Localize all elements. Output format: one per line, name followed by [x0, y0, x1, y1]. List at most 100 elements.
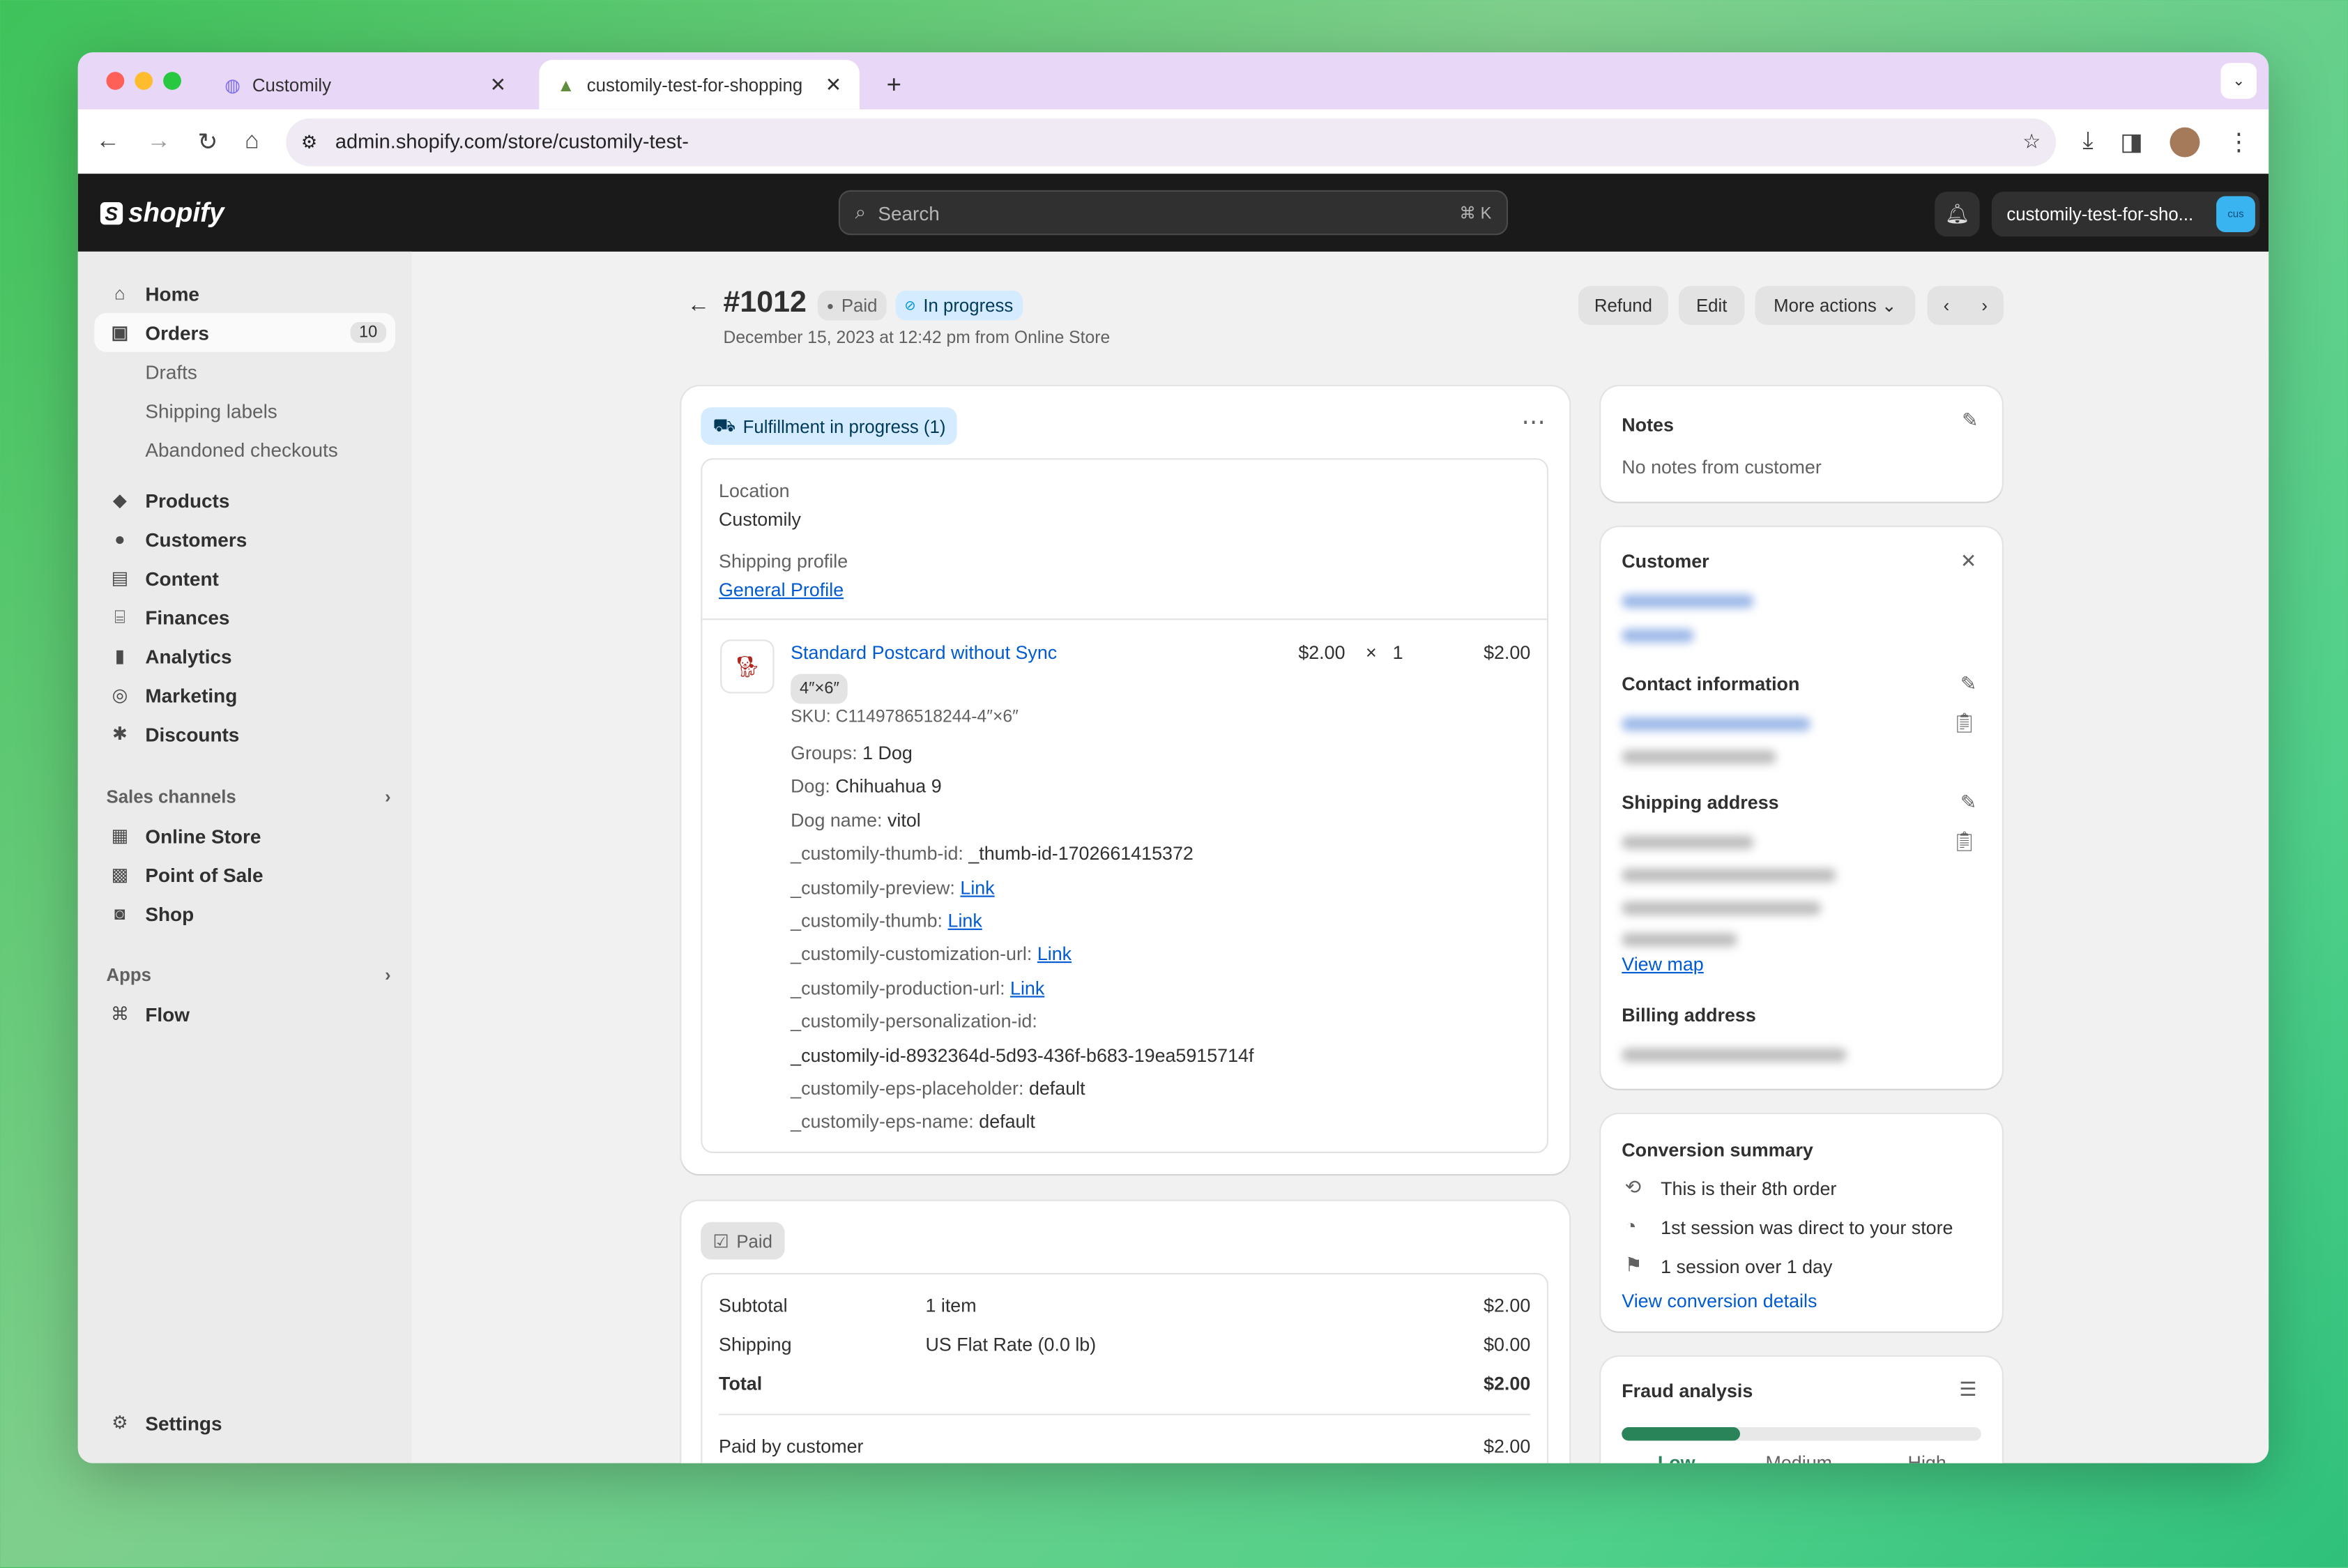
sidebar-item-home[interactable]: ⌂ Home: [94, 274, 395, 313]
sidebar-item-online-store[interactable]: ▦ Online Store: [94, 816, 395, 855]
divider: [702, 618, 1547, 621]
shipping-address-title: Shipping address: [1622, 792, 1779, 814]
sidebar-item-shop[interactable]: ◙ Shop: [94, 894, 395, 933]
tab-search-button[interactable]: ⌄: [2220, 63, 2257, 99]
tab-bar: ◍ Customily ✕ ▲ customily-test-for-shopping…: [77, 52, 2269, 109]
shipping-profile-link[interactable]: General Profile: [719, 579, 844, 601]
conversion-item: 1st session was direct to your store: [1661, 1217, 1953, 1239]
property-row: Groups: 1 Dog: [791, 743, 913, 763]
fraud-risk-fill: [1622, 1427, 1741, 1441]
shop-icon: ◙: [114, 903, 125, 924]
conversion-item: 1 session over 1 day: [1661, 1256, 1833, 1278]
close-icon[interactable]: ✕: [1960, 549, 1977, 572]
bookmark-star-icon[interactable]: ☆: [2022, 129, 2041, 153]
clipboard-icon[interactable]: 📋︎: [1951, 829, 1977, 853]
conversion-title: Conversion summary: [1622, 1139, 1813, 1161]
maximize-window-button[interactable]: [163, 72, 181, 90]
property-link[interactable]: Link: [960, 876, 995, 898]
sidebar-item-discounts[interactable]: ✱ Discounts: [94, 715, 395, 754]
sidebar-item-analytics[interactable]: ▮ Analytics: [94, 637, 395, 676]
property-link[interactable]: Link: [947, 910, 982, 932]
property-value: vitol: [887, 809, 921, 831]
forward-icon[interactable]: →: [146, 128, 171, 154]
sidebar-item-orders[interactable]: ▣ Orders 10: [94, 312, 396, 352]
sidebar-item-point-of-sale[interactable]: ▩ Point of Sale: [94, 855, 395, 895]
back-icon[interactable]: ←: [96, 128, 120, 154]
property-link[interactable]: Link: [1037, 944, 1072, 966]
customer-name-redacted[interactable]: [1622, 594, 1754, 609]
sidebar-item-products[interactable]: ◆ Products: [94, 481, 395, 520]
sidebar-item-finances[interactable]: ⌸ Finances: [94, 597, 395, 637]
tab-shopify[interactable]: ▲ customily-test-for-shopping ✕: [539, 59, 860, 109]
property-key: _customily-thumb-id:: [791, 843, 963, 865]
sidebar-item-shipping-labels[interactable]: Shipping labels: [145, 399, 277, 422]
notifications-button[interactable]: 🔔︎: [1935, 191, 1980, 237]
view-conversion-details-link[interactable]: View conversion details: [1622, 1291, 1817, 1312]
next-order-icon[interactable]: ›: [1981, 295, 1988, 317]
sidebar-item-marketing[interactable]: ◎ Marketing: [94, 676, 395, 715]
pencil-icon[interactable]: ✎: [1962, 409, 1979, 432]
reload-icon[interactable]: ↻: [197, 129, 218, 155]
sidepanel-icon[interactable]: ◨: [2120, 129, 2143, 155]
property-key: _customily-personalization-id:: [791, 1011, 1037, 1033]
pencil-icon[interactable]: ✎: [1960, 672, 1977, 695]
paid-by-label: Paid by customer: [719, 1436, 864, 1458]
sidebar-item-drafts[interactable]: Drafts: [145, 360, 197, 383]
location-label: Location: [719, 480, 790, 502]
orders-count-badge: 10: [350, 321, 387, 343]
product-title-link[interactable]: Standard Postcard without Sync: [791, 642, 1058, 664]
risk-medium-label: Medium: [1765, 1453, 1832, 1463]
close-window-button[interactable]: [106, 72, 125, 90]
sidebar-item-flow[interactable]: ⌘ Flow: [94, 994, 395, 1033]
close-tab-icon[interactable]: ✕: [825, 73, 842, 96]
sales-channels-header[interactable]: Sales channels ›: [107, 786, 391, 807]
clipboard-icon[interactable]: 📋︎: [1951, 711, 1977, 734]
shopify-bag-icon: S: [100, 201, 123, 224]
download-icon[interactable]: ⤓: [2082, 128, 2094, 154]
label: Marketing: [145, 683, 238, 706]
more-actions-button[interactable]: More actions ⌄: [1755, 286, 1916, 326]
apps-header[interactable]: Apps ›: [107, 964, 391, 985]
shopify-favicon-icon: ▲: [557, 74, 575, 96]
order-date: December 15, 2023 at 12:42 pm from Onlin…: [723, 329, 1111, 348]
sidebar-item-content[interactable]: ▤ Content: [94, 558, 395, 597]
store-menu-button[interactable]: customily-test-for-sho... cus: [1991, 191, 2260, 237]
property-key: _customily-eps-name:: [791, 1111, 974, 1133]
customer-orders-redacted[interactable]: [1622, 629, 1694, 643]
sidebar: ⌂ Home ▣ Orders 10 Drafts Shipping labels A…: [77, 251, 412, 1463]
minimize-window-button[interactable]: [135, 72, 153, 90]
list-icon[interactable]: ☰: [1959, 1378, 1977, 1401]
label: Online Store: [145, 824, 261, 847]
bank-icon: ⌸: [114, 605, 125, 627]
tab-customily[interactable]: ◍ Customily ✕: [206, 60, 524, 109]
new-tab-button[interactable]: +: [886, 69, 901, 98]
billing-address-title: Billing address: [1622, 1005, 1756, 1026]
inbox-icon: ▣: [111, 321, 129, 343]
close-tab-icon[interactable]: ✕: [489, 73, 507, 96]
edit-button[interactable]: Edit: [1678, 286, 1745, 326]
pencil-icon[interactable]: ✎: [1960, 791, 1977, 814]
view-map-link[interactable]: View map: [1622, 954, 1704, 975]
subtotal-label: Subtotal: [719, 1295, 788, 1317]
pos-icon: ▩: [111, 864, 129, 885]
sidebar-item-abandoned-checkouts[interactable]: Abandoned checkouts: [145, 438, 338, 461]
home-icon[interactable]: ⌂: [244, 128, 259, 154]
back-arrow-icon[interactable]: ←: [687, 291, 710, 318]
browser-menu-icon[interactable]: ⋮: [2227, 129, 2251, 155]
more-options-icon[interactable]: ⋯: [1521, 410, 1546, 436]
site-settings-icon[interactable]: ⚙: [300, 130, 318, 153]
property-link[interactable]: Link: [1010, 977, 1045, 999]
sidebar-item-settings[interactable]: ⚙ Settings: [94, 1403, 395, 1443]
url-bar[interactable]: ⚙ admin.shopify.com/store/customily-test-…: [286, 117, 2056, 166]
property-row: _customily-thumb-id: _thumb-id-170266141…: [791, 844, 1194, 865]
profile-avatar[interactable]: [2170, 126, 2200, 157]
conversion-item: This is their 8th order: [1661, 1178, 1837, 1200]
previous-order-icon[interactable]: ‹: [1943, 295, 1950, 317]
flow-icon: ⌘: [110, 1003, 129, 1025]
shipping-profile-label: Shipping profile: [719, 551, 848, 572]
email-redacted[interactable]: [1622, 717, 1810, 731]
refund-button[interactable]: Refund: [1578, 286, 1668, 326]
search-input[interactable]: ⌕ Search ⌘ K: [838, 190, 1509, 236]
sidebar-item-customers[interactable]: ● Customers: [94, 519, 395, 558]
